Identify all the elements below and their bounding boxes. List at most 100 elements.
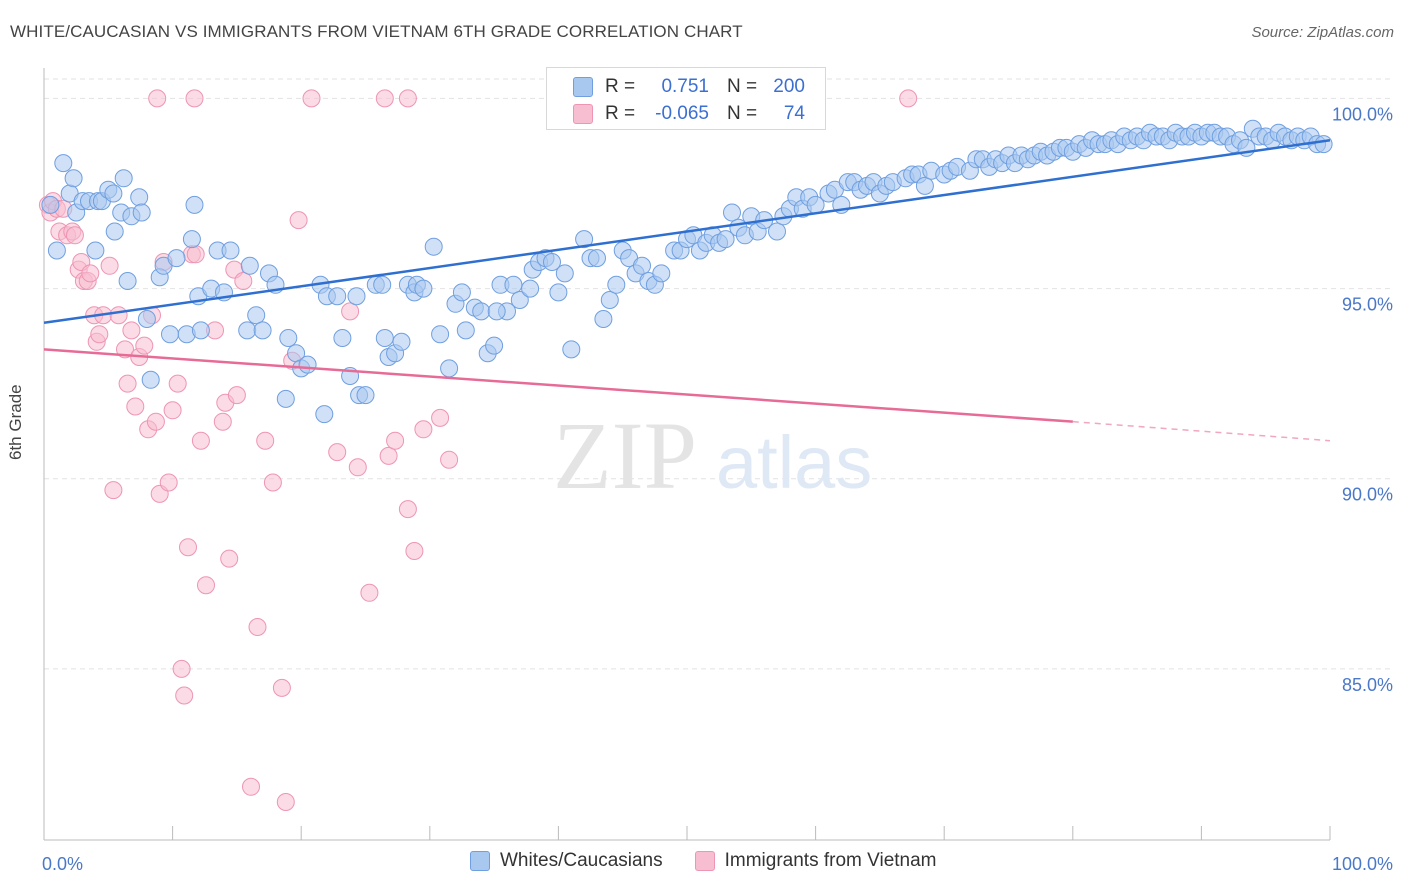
point-vietnam [227, 386, 246, 405]
point-whites [485, 336, 504, 355]
point-whites [575, 230, 594, 249]
point-whites [185, 195, 204, 214]
point-whites [504, 275, 523, 294]
point-vietnam [341, 302, 360, 321]
point-whites [549, 283, 568, 302]
point-vietnam [276, 793, 295, 811]
stats-row-vietnam: R = -0.065 N = 74 [547, 100, 825, 128]
point-whites [247, 306, 266, 325]
point-vietnam [431, 408, 450, 427]
point-whites [452, 283, 471, 302]
point-vietnam [263, 473, 282, 492]
point-whites [315, 405, 334, 424]
point-vietnam [172, 659, 191, 678]
point-whites [54, 154, 73, 173]
point-whites [915, 176, 934, 195]
point-vietnam [109, 306, 128, 325]
point-vietnam [179, 538, 197, 557]
trend-lines [43, 139, 1331, 442]
point-vietnam [122, 321, 141, 340]
point-vietnam [272, 678, 291, 697]
point-whites [375, 329, 394, 347]
point-whites [333, 329, 352, 347]
point-whites [41, 195, 60, 214]
point-vietnam [328, 443, 347, 462]
source-label: Source: ZipAtlas.com [1251, 24, 1394, 41]
point-whites [47, 241, 66, 260]
watermark-atlas: atlas [716, 421, 872, 504]
point-vietnam [899, 89, 918, 108]
point-whites [298, 355, 317, 374]
point-whites [105, 222, 124, 241]
point-vietnam [414, 420, 433, 439]
point-vietnam [379, 446, 398, 465]
point-whites [161, 325, 179, 344]
y-tick-label: 100.0% [1332, 104, 1393, 124]
point-whites [723, 203, 741, 222]
trend-line-whites [43, 139, 1331, 325]
r-label: R = [605, 76, 636, 97]
legend-label-whites: Whites/Caucasians [500, 850, 663, 871]
point-whites [347, 287, 366, 306]
watermark: ZIP atlas [553, 402, 872, 509]
point-whites [279, 329, 298, 347]
point-vietnam [100, 256, 119, 275]
x-tick-label: 0.0% [42, 854, 83, 874]
legend-swatch-blue [470, 851, 490, 871]
point-whites [373, 275, 392, 294]
point-whites [137, 310, 156, 328]
point-whites [64, 169, 83, 188]
point-whites [356, 386, 375, 405]
point-whites [104, 184, 123, 203]
point-whites [768, 222, 786, 241]
point-whites [221, 241, 240, 260]
n-value: 200 [773, 76, 805, 97]
series-whites-caucasians [41, 119, 1333, 424]
legend-label-vietnam: Immigrants from Vietnam [724, 850, 937, 871]
point-vietnam [191, 431, 210, 450]
point-vietnam [405, 542, 424, 560]
point-whites [716, 230, 735, 249]
point-whites [600, 291, 619, 309]
chart-title: WHITE/CAUCASIAN VS IMMIGRANTS FROM VIETN… [10, 22, 743, 41]
trend-line-vietnam [43, 348, 1073, 423]
point-vietnam [398, 500, 417, 519]
y-tick-label: 95.0% [1342, 295, 1393, 315]
point-vietnam [256, 431, 275, 450]
point-whites [253, 321, 272, 340]
point-whites [424, 237, 443, 256]
point-whites [607, 275, 626, 294]
point-vietnam [163, 401, 182, 420]
point-vietnam [248, 618, 267, 636]
point-vietnam [289, 211, 308, 230]
point-vietnam [148, 89, 167, 108]
point-vietnam [386, 431, 405, 450]
point-vietnam [65, 226, 84, 245]
point-vietnam [185, 89, 204, 108]
point-vietnam [126, 397, 145, 416]
legend-swatch-pink [694, 851, 715, 871]
point-whites [132, 203, 151, 222]
point-vietnam [104, 481, 123, 500]
point-whites [167, 249, 186, 268]
bottom-legend: Whites/Caucasians Immigrants from Vietna… [470, 850, 969, 872]
point-vietnam [175, 686, 194, 705]
point-whites [510, 291, 529, 309]
point-whites [440, 359, 459, 378]
point-whites [594, 310, 613, 328]
point-vietnam [213, 412, 232, 431]
point-whites [521, 279, 540, 298]
point-whites [118, 272, 137, 290]
point-whites [562, 340, 581, 359]
point-whites [456, 321, 475, 340]
legend-item-whites: Whites/Caucasians [470, 850, 663, 872]
point-whites [472, 302, 491, 321]
stats-legend: R = 0.751 N = 200 R = -0.065 N = 74 [546, 67, 826, 130]
point-whites [114, 169, 133, 188]
point-whites [487, 302, 506, 321]
point-vietnam [168, 374, 187, 393]
point-whites [191, 321, 210, 340]
point-whites [240, 256, 259, 275]
point-whites [130, 188, 149, 207]
point-whites [141, 370, 160, 389]
